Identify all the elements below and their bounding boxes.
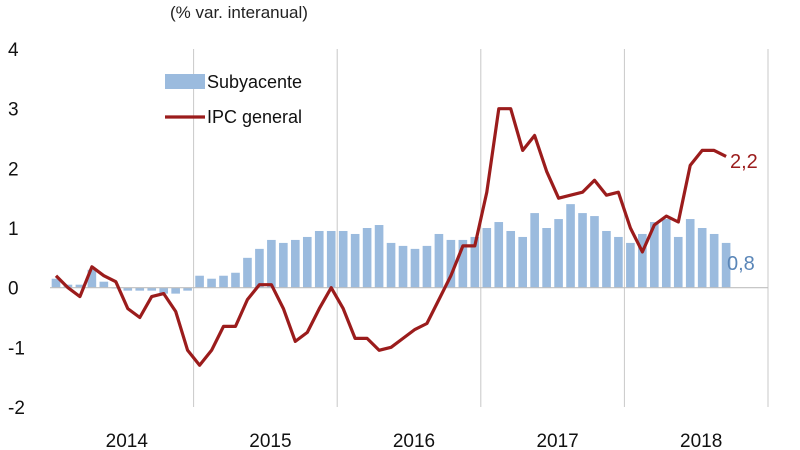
bar-subyacente xyxy=(614,236,623,288)
bar-subyacente xyxy=(470,236,480,288)
bar-subyacente xyxy=(231,272,240,288)
bar-subyacente xyxy=(350,233,360,288)
bar-subyacente xyxy=(314,230,324,288)
y-tick-label: 1 xyxy=(8,219,19,240)
bar-subyacente xyxy=(542,228,551,288)
bar-subyacente xyxy=(219,275,228,288)
bar-subyacente xyxy=(446,239,456,288)
y-tick-label: 2 xyxy=(8,159,19,180)
bar-subyacente xyxy=(159,287,168,294)
bar-subyacente xyxy=(685,219,695,288)
legend-swatch-subyacente xyxy=(165,74,205,89)
bar-subyacente xyxy=(434,233,444,288)
y-axis-ticks: 4 3 2 1 0 -1 -2 xyxy=(8,40,25,419)
y-tick-label: -2 xyxy=(8,398,25,419)
bar-subyacente xyxy=(566,204,575,288)
bar-subyacente xyxy=(697,228,707,288)
x-axis-ticks: 2014 2015 2016 2017 2018 xyxy=(106,431,723,450)
bar-subyacente xyxy=(135,287,145,291)
bar-subyacente xyxy=(721,242,731,288)
bar-subyacente xyxy=(386,242,396,288)
bar-subyacente xyxy=(302,236,312,288)
bar-subyacente xyxy=(398,245,408,288)
y-tick-label: -1 xyxy=(8,338,25,359)
bar-subyacente xyxy=(207,278,216,288)
bar-subyacente xyxy=(51,278,61,288)
bar-subyacente xyxy=(362,228,372,288)
bar-subyacente xyxy=(123,287,133,291)
bar-subyacente xyxy=(267,239,276,288)
bar-subyacente xyxy=(494,222,504,288)
bar-subyacente xyxy=(291,239,300,288)
bar-subyacente xyxy=(602,230,611,288)
bar-subyacente xyxy=(673,236,683,288)
x-tick-label: 2015 xyxy=(249,431,291,450)
bar-subyacente xyxy=(171,287,180,294)
bar-subyacente xyxy=(147,287,157,291)
bar-subyacente xyxy=(183,287,192,291)
end-label-subyacente: 0,8 xyxy=(727,253,755,275)
bar-subyacente xyxy=(195,275,204,288)
x-tick-label: 2016 xyxy=(393,431,435,450)
bar-subyacente xyxy=(374,225,384,288)
x-tick-label: 2018 xyxy=(680,431,722,450)
bar-subyacente xyxy=(482,228,492,288)
bar-subyacente xyxy=(338,230,348,288)
bar-subyacente xyxy=(422,245,432,288)
legend: Subyacente IPC general xyxy=(165,72,302,127)
bar-subyacente xyxy=(578,213,587,288)
line-ipc-general xyxy=(54,107,727,367)
bar-subyacente xyxy=(626,242,635,288)
bar-subyacente xyxy=(661,219,671,288)
y-tick-label: 0 xyxy=(8,279,19,300)
bars-subyacente xyxy=(51,204,731,294)
bar-subyacente xyxy=(554,219,563,288)
bar-subyacente xyxy=(87,269,97,288)
x-tick-label: 2017 xyxy=(536,431,578,450)
bar-subyacente xyxy=(638,233,647,288)
bar-subyacente xyxy=(590,216,599,288)
bar-subyacente xyxy=(279,242,288,288)
x-tick-label: 2014 xyxy=(106,431,149,450)
bar-subyacente xyxy=(530,213,539,288)
legend-label-subyacente: Subyacente xyxy=(207,72,302,92)
bar-subyacente xyxy=(243,257,252,288)
bar-subyacente xyxy=(506,230,516,288)
bar-subyacente xyxy=(75,284,85,288)
grid xyxy=(193,49,769,407)
y-tick-label: 3 xyxy=(8,100,19,121)
bar-subyacente xyxy=(518,236,527,288)
end-label-ipc-general: 2,2 xyxy=(730,151,758,173)
bar-subyacente xyxy=(410,248,420,288)
chart-subtitle: (% var. interanual) xyxy=(170,3,308,22)
bar-subyacente xyxy=(326,230,336,288)
legend-label-ipc-general: IPC general xyxy=(207,107,302,127)
bar-subyacente xyxy=(99,281,109,288)
bar-subyacente xyxy=(650,222,659,288)
y-tick-label: 4 xyxy=(8,40,19,61)
bar-subyacente xyxy=(255,248,264,288)
bar-subyacente xyxy=(458,239,468,288)
bar-subyacente xyxy=(709,233,719,288)
